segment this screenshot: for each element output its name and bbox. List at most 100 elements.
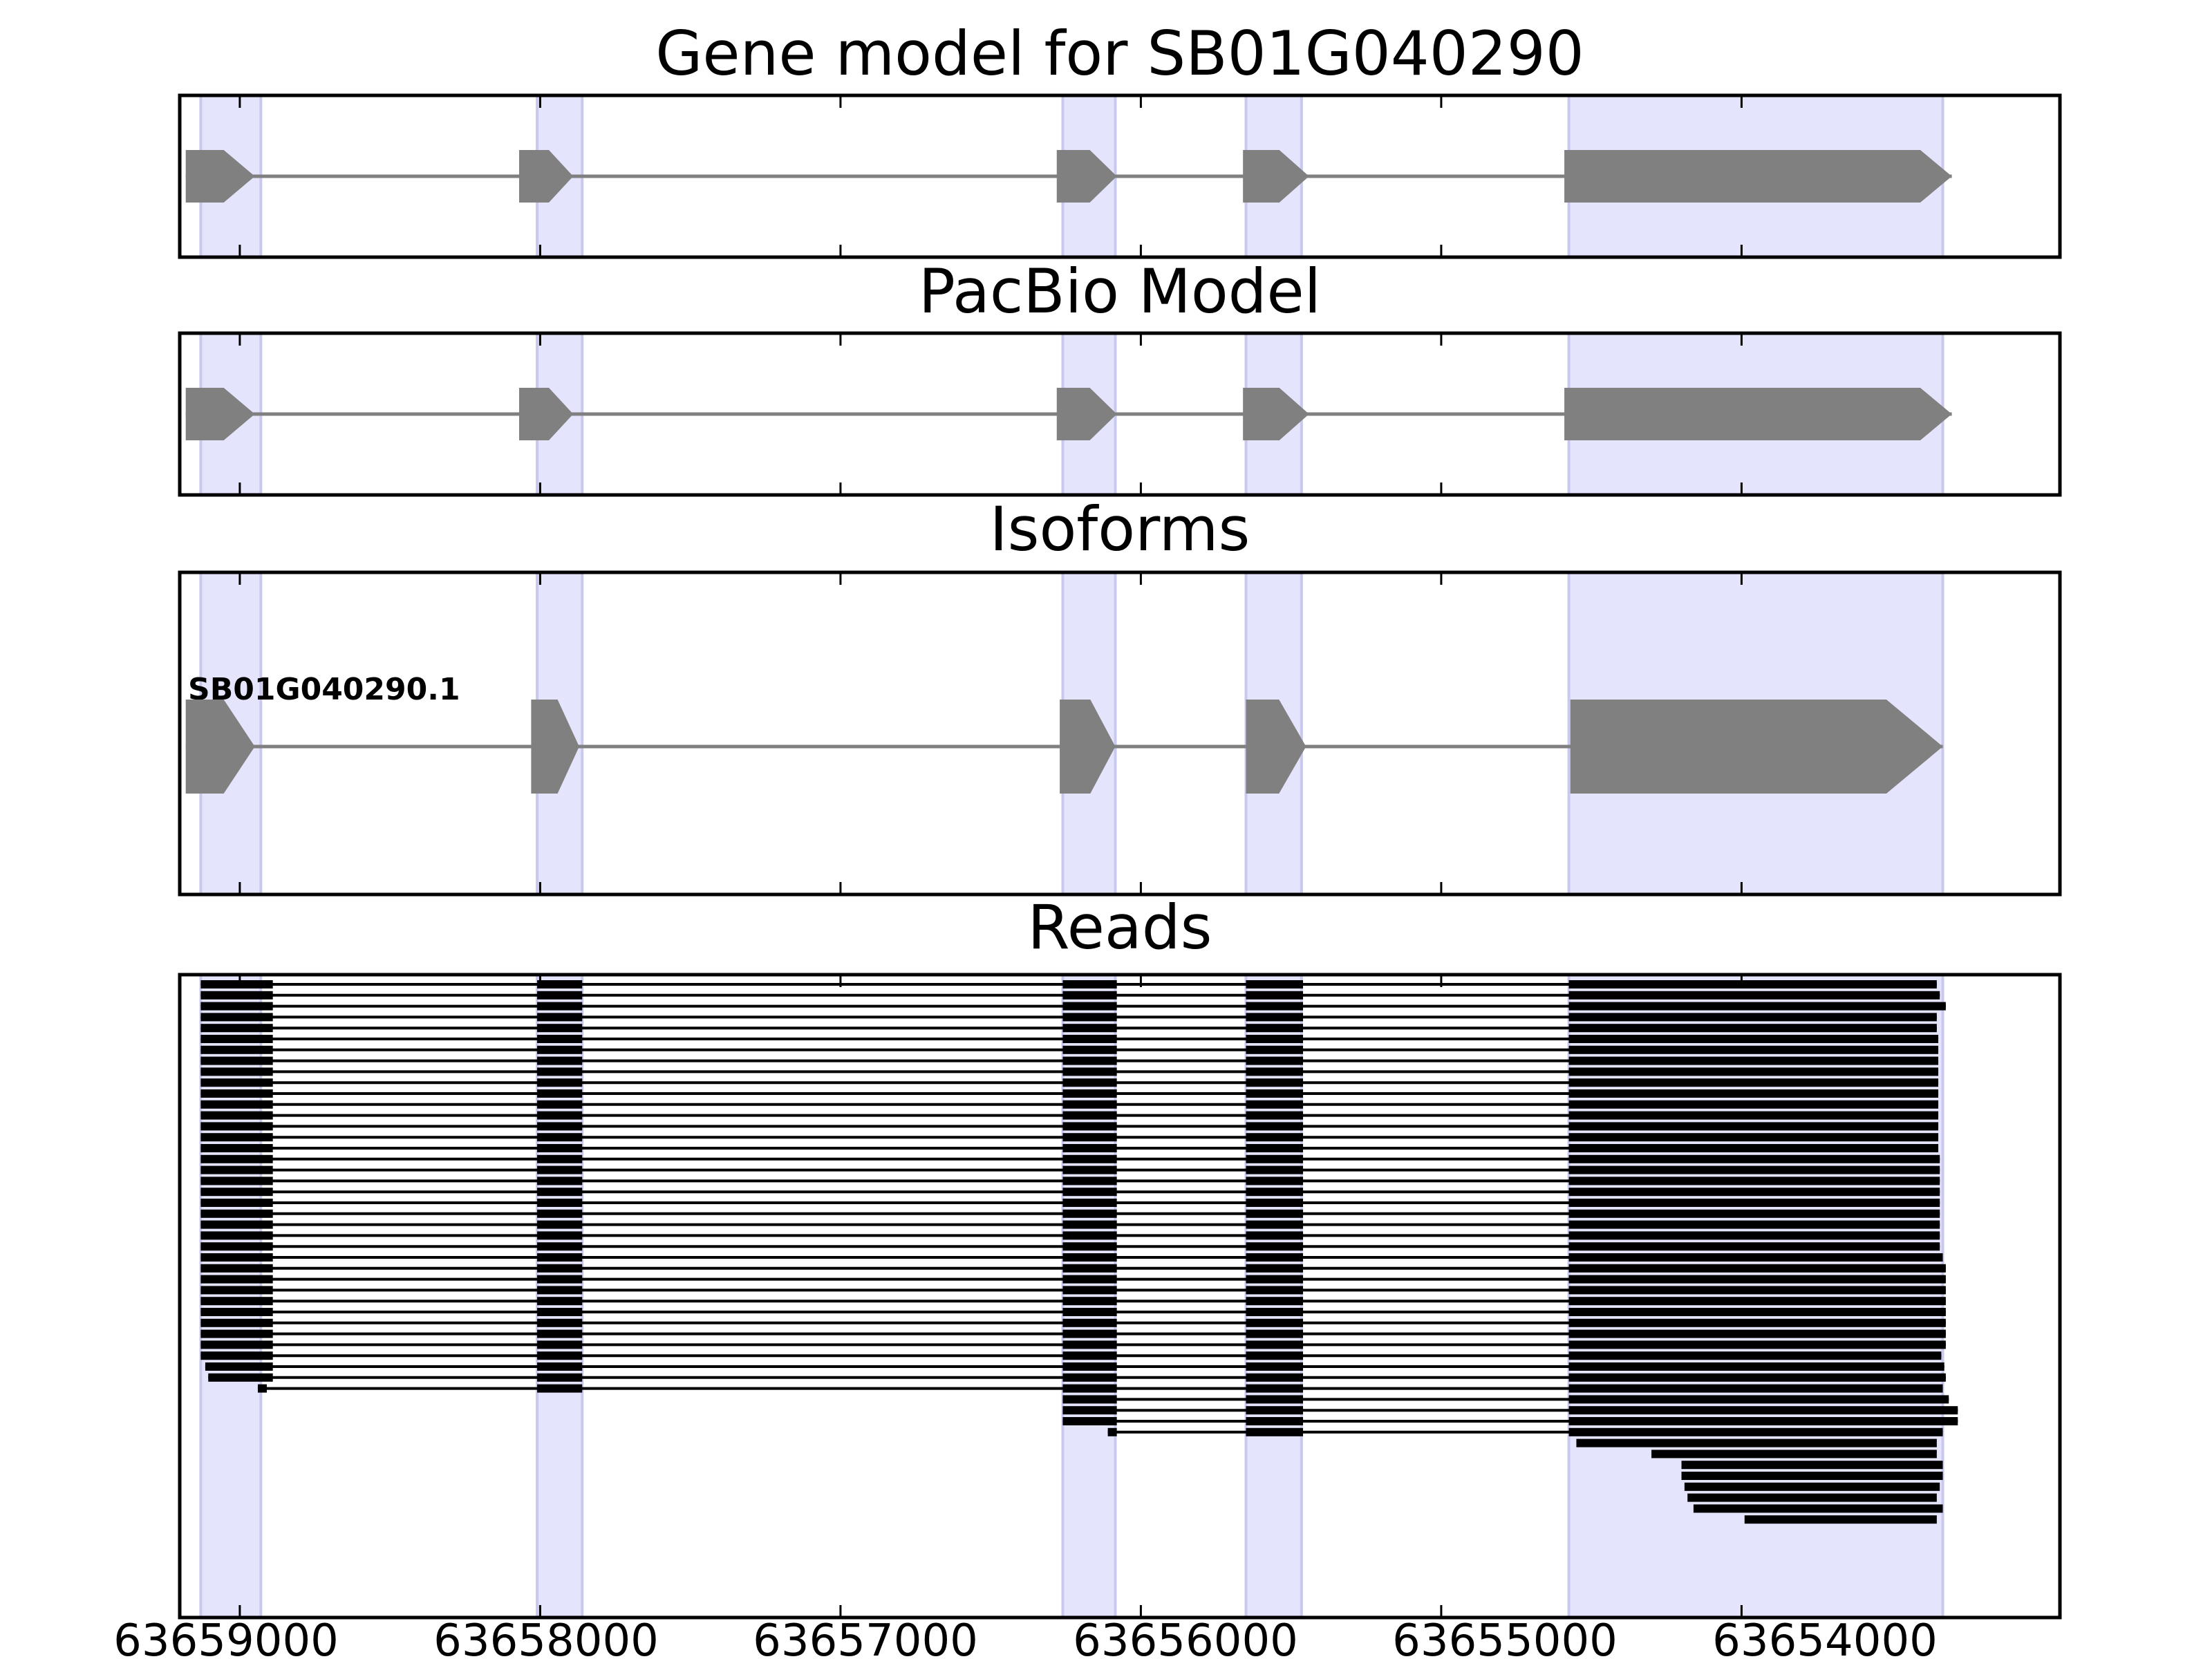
isoforms-title: Isoforms [990,494,1250,565]
exon-block [518,388,574,440]
read-segment [200,1045,273,1054]
read-segment [200,1318,273,1327]
read-segment [1062,1199,1117,1207]
exon-block [1243,150,1309,203]
exon-block [1056,150,1117,203]
panel-frame [178,331,2062,497]
panel-frame [178,570,2062,897]
read-segment [1062,1275,1117,1284]
read-segment [1246,1154,1304,1163]
read-segment [1568,1122,1939,1131]
exon-block [1564,388,1952,440]
read-segment [200,1188,273,1197]
read-segment [1246,1286,1304,1295]
read-segment [1062,1209,1117,1218]
read-segment [1246,1133,1304,1142]
isoform-label: SB01G040290.1 [188,672,460,707]
read-segment [200,1089,273,1098]
read-segment [200,1340,273,1349]
read-segment [1062,1133,1117,1142]
read-segment [200,1067,273,1076]
reads-title: Reads [1028,892,1212,963]
read-segment [1568,1144,1939,1152]
read-segment [200,1165,273,1174]
read-segment [537,1013,583,1022]
exon-block [1056,388,1117,440]
read-segment [1684,1482,1940,1491]
read-segment [1568,1275,1946,1284]
read-segment [1062,1188,1117,1197]
read-segment [200,1100,273,1109]
read-segment [200,1231,273,1240]
read-segment [1246,1384,1304,1393]
read-segment [1568,1264,1946,1273]
read-segment [1693,1504,1943,1513]
read-segment [1246,1220,1304,1229]
read-segment [1568,1253,1943,1262]
read-segment [1568,1177,1940,1185]
read-segment [1062,1264,1117,1273]
read-segment [1062,1078,1117,1087]
read-segment [537,1253,583,1262]
read-segment [200,1122,273,1131]
panel-frame [178,973,2062,1620]
read-segment [205,1362,273,1371]
read-segment [537,1286,583,1295]
exon-block [531,700,579,794]
read-segment [1568,1154,1940,1163]
read-segment [1568,980,1937,988]
read-segment [200,1078,273,1087]
x-tick-label: 63658000 [433,1615,659,1659]
read-segment [1062,1308,1117,1316]
read-segment [1568,1406,1958,1415]
read-segment [537,1111,583,1120]
read-segment [200,1199,273,1207]
read-segment [1568,1056,1939,1065]
exon-block [518,150,574,203]
exon-block [185,700,255,794]
exon-block [185,150,255,203]
read-segment [1062,1002,1117,1011]
read-segment [1246,1417,1304,1425]
read-segment [200,1264,273,1273]
read-segment [1651,1450,1937,1459]
read-segment [1246,1427,1304,1436]
read-segment [537,1144,583,1152]
read-segment [1576,1438,1937,1447]
read-segment [1062,1242,1117,1251]
read-segment [1246,1035,1304,1043]
read-segment [1568,1318,1946,1327]
read-segment [1568,1242,1940,1251]
read-segment [200,1286,273,1295]
read-segment [537,1199,583,1207]
read-segment [537,1264,583,1273]
x-tick-label: 63655000 [1392,1615,1618,1659]
read-segment [537,1056,583,1065]
read-segment [537,1209,583,1218]
read-segment [537,1067,583,1076]
read-segment [1246,1351,1304,1360]
read-segment [1246,1122,1304,1131]
read-segment [200,1035,273,1043]
read-segment [537,1308,583,1316]
read-segment [1062,1373,1117,1382]
read-segment [1246,1013,1304,1022]
read-segment [1568,1297,1946,1306]
read-segment [1246,1231,1304,1240]
read-segment [1568,1111,1939,1120]
read-segment [1681,1461,1943,1470]
read-segment [1062,1035,1117,1043]
read-segment [1687,1493,1937,1502]
panel-frame [178,93,2062,259]
read-segment [1062,1154,1117,1163]
read-segment [1568,1002,1946,1011]
read-segment [537,1154,583,1163]
read-segment [1062,1056,1117,1065]
read-segment [200,1220,273,1229]
exon-block [1060,700,1116,794]
exon-block [1243,388,1309,440]
read-segment [200,1177,273,1185]
read-segment [1062,1297,1117,1306]
read-segment [1568,1100,1939,1109]
read-segment [1568,1362,1944,1371]
